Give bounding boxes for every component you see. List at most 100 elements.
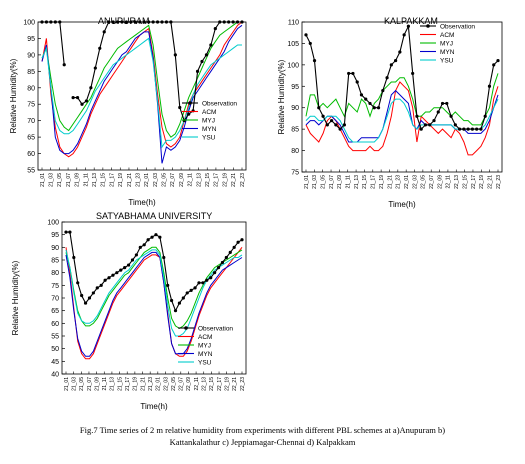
observation-point bbox=[445, 101, 449, 106]
observation-point bbox=[487, 84, 492, 88]
observation-point bbox=[213, 271, 217, 275]
observation-point bbox=[76, 281, 80, 285]
observation-point bbox=[308, 41, 312, 46]
x-tick-label: 22_13 bbox=[196, 173, 202, 187]
observation-point bbox=[72, 255, 76, 260]
observation-point bbox=[162, 255, 166, 260]
observation-point bbox=[231, 20, 235, 24]
x-tick-label: 21_01 bbox=[40, 173, 46, 187]
x-tick-label: 22_21 bbox=[231, 173, 237, 187]
observation-point bbox=[164, 20, 169, 24]
x-tick-label: 21_11 bbox=[83, 173, 89, 187]
y-tick-label: 80 bbox=[27, 85, 35, 92]
observation-point bbox=[195, 69, 200, 73]
x-tick-label: 22_15 bbox=[209, 377, 215, 391]
observation-point bbox=[232, 245, 236, 249]
chart-frame bbox=[301, 21, 503, 173]
x-tick-label: 22_17 bbox=[217, 377, 223, 391]
y-tick-label: 90 bbox=[51, 245, 59, 252]
series-line-acm bbox=[305, 81, 499, 156]
observation-point bbox=[102, 30, 106, 34]
y-tick-label: 110 bbox=[288, 20, 299, 27]
observation-point bbox=[93, 66, 97, 70]
observation-point bbox=[98, 46, 102, 50]
chart-0: ANUPURAM 55 60 65 70 75 80 85 90 95 100 Relative Hu… bbox=[9, 16, 247, 207]
legend-label: ACM bbox=[198, 334, 212, 341]
observation-point bbox=[49, 20, 53, 24]
observation-point bbox=[470, 127, 474, 131]
observation-point bbox=[423, 123, 428, 127]
observation-point bbox=[126, 263, 131, 267]
y-tick-label: 95 bbox=[51, 232, 59, 239]
x-tick-label: 21_17 bbox=[125, 377, 131, 391]
observation-point bbox=[58, 20, 62, 24]
observation-point bbox=[224, 255, 228, 260]
observation-point bbox=[312, 58, 317, 63]
x-tick-label: 21_21 bbox=[387, 175, 393, 189]
observation-point bbox=[154, 233, 158, 237]
legend-label: Observation bbox=[440, 23, 475, 30]
observation-point bbox=[304, 33, 308, 37]
observation-point bbox=[240, 238, 244, 242]
observation-point bbox=[124, 20, 129, 24]
observation-point bbox=[107, 276, 111, 280]
chart-1: KALPAKKAM 75 80 85 90 95 100 105 110 Relative Hum… bbox=[277, 16, 503, 209]
observation-point bbox=[40, 20, 44, 24]
x-tick-label: 22_07 bbox=[170, 173, 176, 187]
observation-point bbox=[449, 114, 453, 118]
y-tick-label: 100 bbox=[287, 62, 299, 69]
x-tick-label: 21_15 bbox=[362, 175, 368, 189]
y-tick-label: 80 bbox=[291, 148, 299, 155]
observation-point bbox=[227, 20, 231, 24]
observation-point bbox=[197, 281, 201, 285]
observation-point bbox=[216, 266, 221, 270]
x-tick-label: 22_15 bbox=[205, 173, 211, 187]
chart-title: SATYABHAMA UNIVERSITY bbox=[96, 211, 212, 221]
observation-point bbox=[330, 118, 334, 123]
y-tick-label: 85 bbox=[291, 127, 299, 134]
x-tick-label: 22_01 bbox=[404, 175, 410, 189]
observation-point bbox=[436, 110, 440, 114]
legend-label: MYN bbox=[198, 351, 213, 358]
observation-point bbox=[355, 80, 359, 84]
chart-title: ANUPURAM bbox=[98, 16, 150, 26]
x-tick-label: 22_09 bbox=[179, 173, 185, 187]
x-tick-label: 21_11 bbox=[102, 377, 108, 391]
y-tick-label: 80 bbox=[51, 270, 59, 277]
observation-point bbox=[483, 114, 487, 118]
observation-point bbox=[419, 127, 423, 131]
observation-point bbox=[123, 266, 127, 270]
observation-point bbox=[111, 20, 115, 24]
observation-point bbox=[99, 283, 103, 287]
observation-point bbox=[155, 20, 160, 24]
y-tick-label: 100 bbox=[23, 20, 35, 27]
x-tick-label: 21_07 bbox=[329, 175, 335, 189]
x-tick-label: 21_19 bbox=[118, 173, 124, 187]
x-tick-label: 21_11 bbox=[346, 175, 352, 189]
observation-point bbox=[115, 20, 120, 24]
x-tick-label: 21_03 bbox=[48, 173, 54, 187]
y-tick-label: 75 bbox=[27, 102, 35, 109]
observation-point bbox=[347, 71, 351, 76]
observation-point bbox=[492, 63, 496, 67]
observation-point bbox=[107, 20, 111, 24]
observation-point bbox=[220, 260, 225, 265]
observation-point bbox=[193, 286, 197, 290]
observation-point bbox=[201, 281, 205, 285]
series-line-myn bbox=[65, 251, 243, 357]
y-tick-label: 55 bbox=[51, 334, 59, 341]
x-tick-label: 22_11 bbox=[188, 173, 194, 187]
observation-point bbox=[53, 20, 57, 24]
x-tick-label: 22_23 bbox=[240, 377, 246, 391]
y-tick-label: 55 bbox=[27, 168, 35, 175]
observation-point bbox=[138, 245, 142, 249]
legend-label: MYN bbox=[202, 126, 217, 133]
observation-point bbox=[80, 102, 84, 106]
observation-point bbox=[213, 26, 217, 31]
y-tick-label: 60 bbox=[27, 151, 35, 158]
x-tick-label: 22_21 bbox=[487, 175, 493, 189]
x-tick-label: 21_01 bbox=[64, 377, 70, 391]
observation-point bbox=[44, 20, 49, 24]
observation-point bbox=[133, 20, 137, 24]
observation-point bbox=[83, 301, 88, 305]
